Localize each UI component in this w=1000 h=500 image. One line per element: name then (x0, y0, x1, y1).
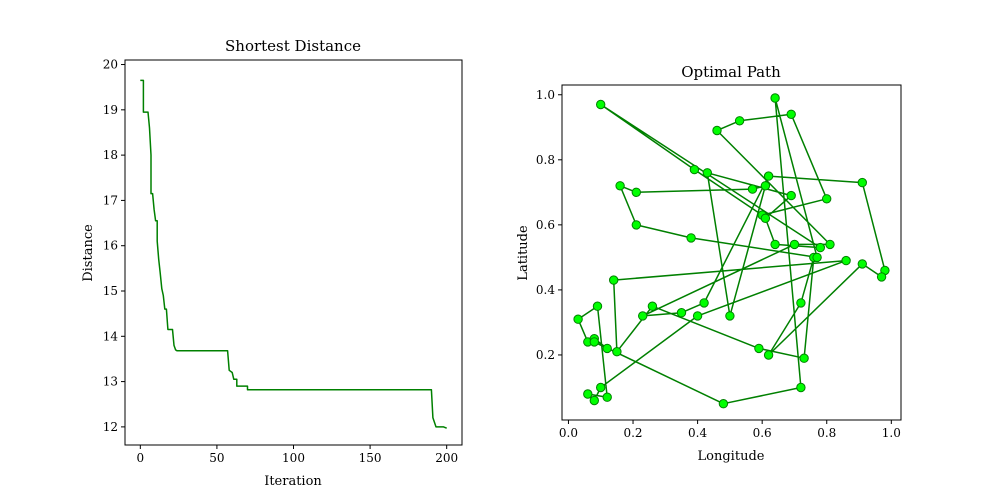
city-marker (602, 343, 612, 354)
city-marker (689, 164, 700, 175)
city-marker (589, 337, 599, 347)
city-marker (876, 272, 887, 282)
city-marker (612, 347, 622, 357)
city-marker (638, 311, 648, 321)
city-marker (796, 298, 806, 308)
city-marker (815, 242, 825, 253)
city-marker (647, 301, 658, 311)
y-tick-label: 0.6 (536, 218, 555, 232)
city-marker (596, 382, 606, 393)
y-tick-label: 18 (103, 148, 118, 162)
city-marker (760, 213, 771, 224)
path-plot-frame (561, 84, 902, 421)
city-marker (692, 311, 703, 321)
city-marker (602, 392, 612, 402)
x-tick-label: 100 (282, 451, 305, 465)
y-tick-label: 0.2 (536, 348, 555, 362)
city-marker (857, 177, 867, 188)
city-marker (712, 125, 722, 136)
x-tick-label: 1.0 (882, 426, 901, 440)
city-marker (718, 399, 729, 409)
city-marker (786, 109, 796, 120)
city-marker (631, 187, 641, 198)
path-plot: Optimal Path 0.0 0.2 0.4 0.6 0.8 1.0 0.2 0.4 0.6… (516, 63, 902, 464)
y-tick-label: 13 (103, 375, 118, 389)
y-tick-label: 20 (103, 58, 118, 72)
optimal-path-line (577, 97, 886, 405)
city-marker (763, 171, 774, 181)
city-marker (747, 184, 758, 194)
y-tick-label: 15 (103, 284, 118, 298)
distance-plot-frame (124, 59, 463, 446)
path-plot-xlabel: Longitude (698, 449, 765, 464)
city-marker (631, 220, 641, 230)
city-marker (699, 298, 709, 308)
city-marker (760, 181, 771, 191)
y-tick-label: 0.4 (536, 283, 555, 297)
city-marker (725, 311, 735, 321)
city-marker (786, 190, 796, 201)
distance-plot-title: Shortest Distance (225, 37, 361, 55)
distance-plot-ylabel: Distance (81, 224, 96, 282)
city-marker (770, 93, 780, 103)
city-marker (592, 301, 603, 311)
city-markers (573, 93, 890, 409)
x-tick-label: 50 (209, 451, 224, 465)
city-marker (686, 233, 696, 243)
city-marker (589, 395, 599, 406)
x-tick-label: 0.0 (559, 426, 578, 440)
city-marker (770, 239, 780, 250)
x-tick-label: 0.6 (753, 426, 772, 440)
city-marker (676, 308, 687, 318)
x-tick-label: 200 (435, 451, 458, 465)
x-tick-label: 150 (359, 451, 382, 465)
path-plot-title: Optimal Path (681, 63, 781, 81)
city-marker (596, 99, 606, 110)
distance-plot: Shortest Distance 0 50 100 150 200 12 13 14 15 16… (81, 37, 463, 489)
city-marker (573, 314, 583, 324)
y-tick-label: 1.0 (536, 88, 555, 102)
y-tick-label: 16 (103, 239, 118, 253)
city-marker (763, 350, 774, 360)
city-marker (796, 382, 806, 393)
city-marker (789, 239, 800, 250)
city-marker (734, 116, 745, 126)
city-marker (825, 239, 835, 250)
y-tick-label: 12 (103, 420, 118, 434)
city-marker (754, 343, 764, 354)
path-plot-ticks: 0.0 0.2 0.4 0.6 0.8 1.0 0.2 0.4 0.6 0.8 1.0 (536, 88, 901, 440)
x-tick-label: 0.8 (817, 426, 836, 440)
city-marker (857, 259, 867, 269)
city-marker (812, 252, 822, 263)
city-marker (615, 181, 625, 191)
city-marker (609, 275, 619, 285)
city-marker (702, 168, 712, 178)
distance-plot-ticks: 0 50 100 150 200 12 13 14 15 16 17 18 19 20 (103, 58, 458, 465)
city-marker (822, 194, 832, 204)
y-tick-label: 0.8 (536, 153, 555, 167)
x-tick-label: 0 (136, 451, 144, 465)
y-tick-label: 14 (103, 329, 119, 343)
y-tick-label: 17 (103, 193, 118, 207)
city-marker (841, 255, 851, 266)
city-marker (583, 389, 593, 399)
x-tick-label: 0.2 (623, 426, 642, 440)
distance-plot-xlabel: Iteration (264, 474, 322, 489)
path-plot-ylabel: Latitude (516, 225, 531, 281)
distance-series-line (140, 79, 447, 429)
city-marker (799, 353, 809, 363)
y-tick-label: 19 (103, 103, 118, 117)
x-tick-label: 0.4 (688, 426, 707, 440)
